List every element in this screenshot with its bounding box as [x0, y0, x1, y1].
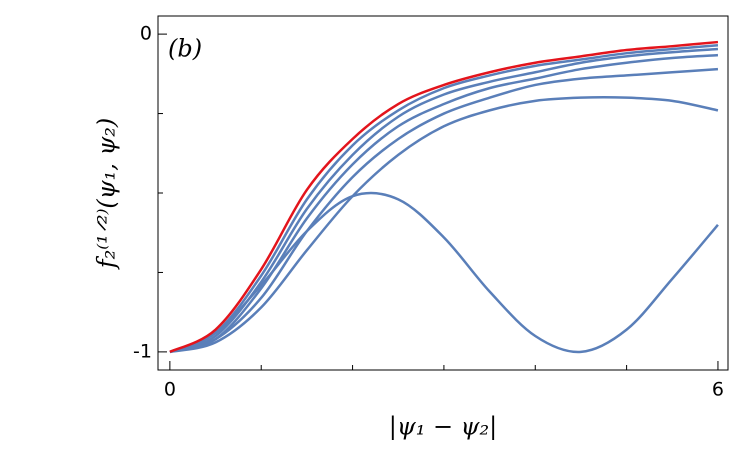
line — [169, 67, 719, 354]
x-tick-label: 6 — [712, 379, 724, 401]
line — [169, 43, 719, 354]
line — [169, 40, 719, 354]
line — [169, 53, 719, 354]
line — [169, 47, 719, 354]
line — [169, 96, 719, 354]
y-axis-label: f₂⁽¹ᐟ²⁾(ψ₁, ψ₂) — [93, 118, 121, 271]
x-axis-label: |ψ₁ − ψ₂| — [389, 413, 497, 442]
y-tick-label: -1 — [133, 340, 152, 362]
y-tick-label: 0 — [140, 23, 152, 45]
line — [169, 191, 719, 354]
panel-label: (b) — [168, 35, 202, 63]
x-tick-label: 0 — [164, 379, 176, 401]
